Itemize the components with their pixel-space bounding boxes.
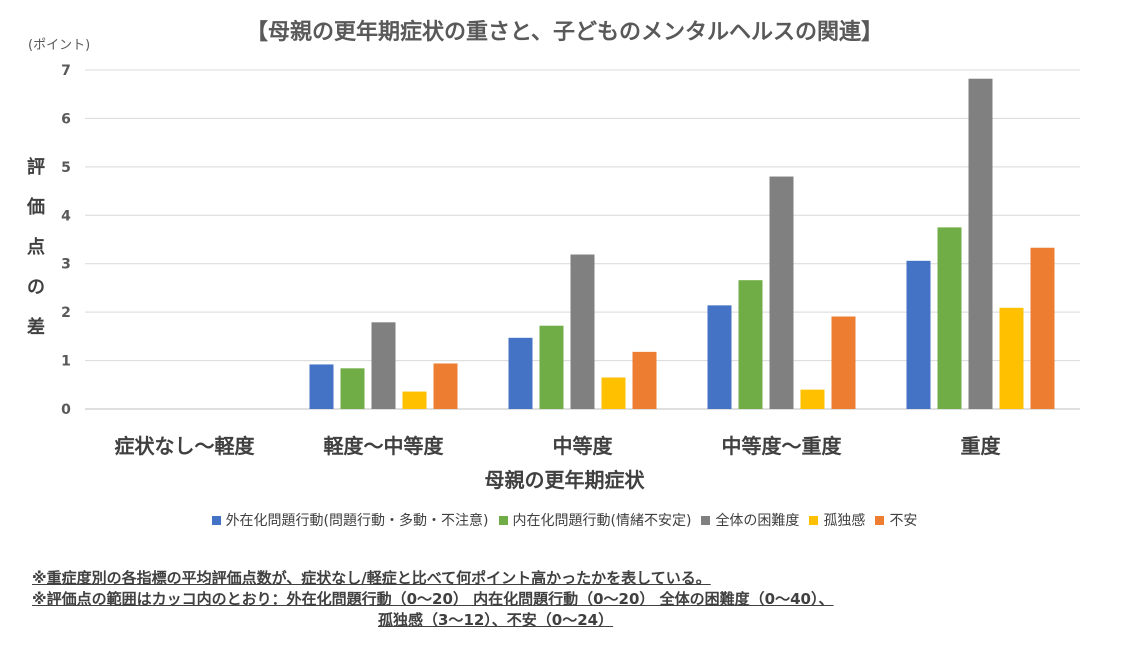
footnotes: ※重症度別の各指標の平均評価点数が、症状なし/軽症と比べて何ポイント高かったかを… [32,568,1112,631]
bar-s0-c3 [707,305,732,409]
x-axis-label: 母親の更年期症状 [484,468,645,492]
bar-s1-c3 [738,280,763,409]
bar-s4-c4 [1030,247,1055,409]
footnote-3: 孤独感（3～12）、不安（0～24） [378,611,614,629]
bar-s1-c4 [937,227,962,409]
x-tick-label: 症状なし～軽度 [115,434,256,458]
bar-s2-c3 [769,176,794,409]
bar-s2-c4 [968,78,993,410]
bar-s4-c2 [632,351,657,409]
y-tick-label: 7 [61,63,71,79]
legend-swatch-anxiety [875,515,885,525]
legend-item-anxiety: 不安 [875,510,917,530]
bar-s0-c4 [906,260,931,409]
bar-s2-c1 [371,322,396,409]
chart-title: 【母親の更年期症状の重さと、子どものメンタルヘルスの関連】 [245,20,884,45]
bar-s3-c4 [999,307,1024,409]
bar-s2-c2 [570,254,595,409]
legend-label-isolation: 孤独感 [823,513,866,529]
bar-s1-c1 [340,368,365,409]
y-tick-label: 5 [61,160,71,176]
legend-label-internal: 内在化問題行動(情緒不安定) [512,513,692,529]
legend-swatch-total [701,515,711,525]
y-tick-label: 1 [61,354,71,370]
legend-item-total: 全体の困難度 [701,510,799,530]
legend-item-internal: 内在化問題行動(情緒不安定) [498,510,692,530]
bar-s0-c2 [508,337,533,409]
legend-label-external: 外在化問題行動(問題行動・多動・不注意) [225,513,489,529]
y-tick-label: 3 [61,257,71,273]
footnote-2: ※評価点の範囲はカッコ内のとおり：外在化問題行動（0～20） 内在化問題行動（0… [32,590,834,608]
bar-s4-c1 [433,363,458,409]
bar-s4-c3 [831,316,856,409]
bar-s3-c1 [402,391,427,409]
x-tick-label: 軽度～中等度 [324,434,445,458]
legend-item-external: 外在化問題行動(問題行動・多動・不注意) [211,510,489,530]
legend-swatch-internal [498,515,508,525]
x-tick-label: 中等度 [553,434,614,458]
bar-s3-c3 [800,389,825,409]
footnote-1: ※重症度別の各指標の平均評価点数が、症状なし/軽症と比べて何ポイント高かったかを… [32,569,711,587]
bar-s1-c2 [539,325,564,409]
bar-s3-c2 [601,377,626,409]
x-tick-label: 重度 [961,434,1002,458]
y-axis-label: 評 価 点 の 差 [27,157,45,338]
y-axis-unit: (ポイント) [28,38,91,53]
legend-label-total: 全体の困難度 [715,513,800,529]
y-tick-label: 4 [61,208,71,224]
legend: 外在化問題行動(問題行動・多動・不注意) 内在化問題行動(情緒不安定) 全体の困… [0,510,1129,530]
legend-swatch-isolation [809,515,819,525]
legend-item-isolation: 孤独感 [809,510,865,530]
y-tick-label: 2 [61,305,71,321]
y-tick-label: 6 [61,111,71,127]
legend-swatch-external [211,515,221,525]
legend-label-anxiety: 不安 [889,513,918,529]
y-tick-label: 0 [61,402,71,418]
bar-s0-c1 [309,364,334,409]
x-tick-label: 中等度～重度 [722,434,843,458]
